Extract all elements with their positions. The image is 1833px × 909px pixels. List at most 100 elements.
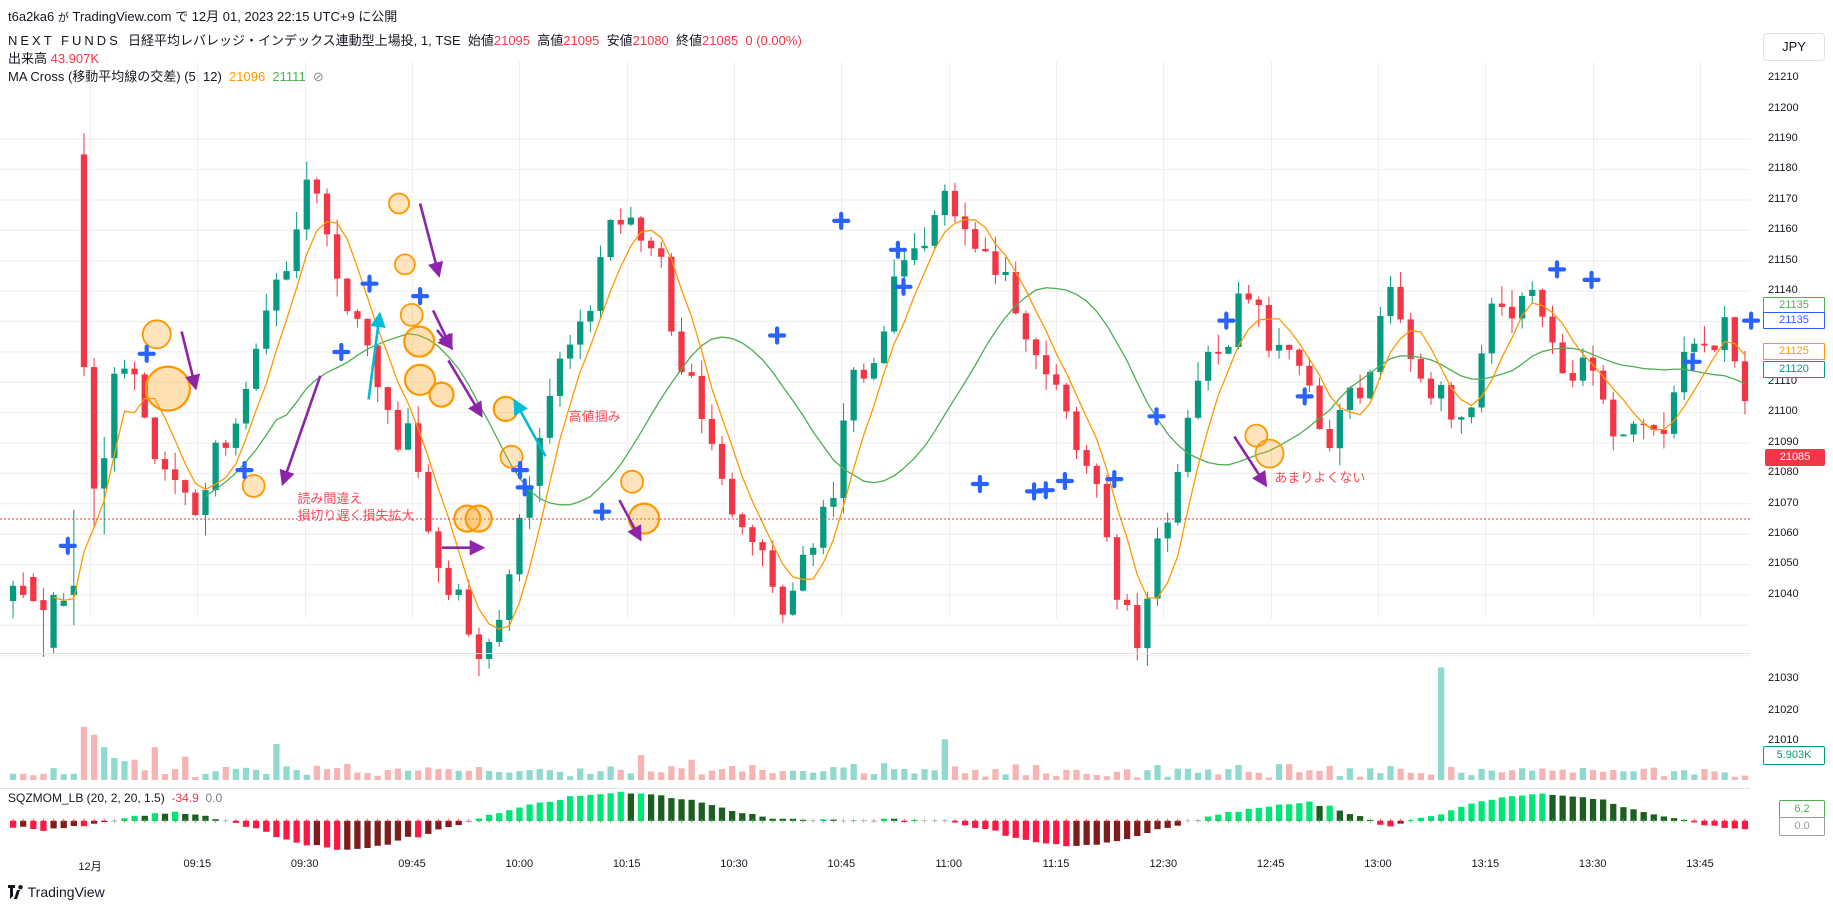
svg-text:+: + xyxy=(1661,816,1666,826)
svg-text:+: + xyxy=(1651,816,1656,826)
svg-text:+: + xyxy=(932,816,937,826)
svg-text:+: + xyxy=(1064,816,1069,826)
svg-text:+: + xyxy=(821,816,826,826)
svg-text:+: + xyxy=(648,816,653,826)
svg-text:+: + xyxy=(1469,816,1474,826)
svg-text:+: + xyxy=(1135,816,1140,826)
svg-text:+: + xyxy=(142,816,147,826)
svg-text:+: + xyxy=(223,816,228,826)
svg-text:+: + xyxy=(1560,816,1565,826)
svg-text:+: + xyxy=(1033,816,1038,826)
svg-text:+: + xyxy=(355,816,360,826)
svg-text:+: + xyxy=(1206,816,1211,826)
svg-text:+: + xyxy=(51,816,56,826)
svg-text:+: + xyxy=(1580,816,1585,826)
svg-text:+: + xyxy=(264,816,269,826)
svg-text:+: + xyxy=(1742,816,1747,826)
svg-text:+: + xyxy=(962,816,967,826)
svg-text:+: + xyxy=(1368,816,1373,826)
svg-text:+: + xyxy=(993,816,998,826)
svg-text:+: + xyxy=(1266,816,1271,826)
svg-text:+: + xyxy=(1732,816,1737,826)
svg-text:+: + xyxy=(1337,816,1342,826)
svg-text:+: + xyxy=(679,816,684,826)
svg-text:+: + xyxy=(517,816,522,826)
svg-text:+: + xyxy=(1459,816,1464,826)
svg-text:+: + xyxy=(557,816,562,826)
svg-text:+: + xyxy=(172,816,177,826)
svg-text:+: + xyxy=(750,816,755,826)
svg-text:+: + xyxy=(112,816,117,826)
svg-text:+: + xyxy=(385,816,390,826)
svg-text:+: + xyxy=(203,816,208,826)
svg-text:+: + xyxy=(1418,816,1423,826)
svg-text:+: + xyxy=(426,816,431,826)
svg-text:+: + xyxy=(578,816,583,826)
svg-text:+: + xyxy=(294,816,299,826)
svg-text:+: + xyxy=(1216,816,1221,826)
svg-text:+: + xyxy=(314,816,319,826)
svg-text:+: + xyxy=(1550,816,1555,826)
svg-text:+: + xyxy=(1621,816,1626,826)
svg-text:+: + xyxy=(1276,816,1281,826)
svg-text:+: + xyxy=(811,816,816,826)
svg-text:+: + xyxy=(1114,816,1119,826)
svg-text:+: + xyxy=(1540,816,1545,826)
svg-text:+: + xyxy=(1519,816,1524,826)
svg-text:+: + xyxy=(1671,816,1676,826)
svg-text:+: + xyxy=(1712,816,1717,826)
svg-text:+: + xyxy=(486,816,491,826)
svg-text:+: + xyxy=(588,816,593,826)
svg-text:+: + xyxy=(304,816,309,826)
svg-text:+: + xyxy=(1226,816,1231,826)
svg-text:+: + xyxy=(659,816,664,826)
svg-text:+: + xyxy=(1094,816,1099,826)
svg-text:+: + xyxy=(912,816,917,826)
svg-text:+: + xyxy=(1408,816,1413,826)
svg-text:+: + xyxy=(1388,816,1393,826)
svg-text:+: + xyxy=(1236,816,1241,826)
svg-text:+: + xyxy=(284,816,289,826)
svg-text:+: + xyxy=(537,816,542,826)
svg-text:+: + xyxy=(345,816,350,826)
svg-text:+: + xyxy=(122,816,127,826)
svg-text:+: + xyxy=(699,816,704,826)
svg-text:+: + xyxy=(1499,816,1504,826)
svg-text:+: + xyxy=(719,816,724,826)
svg-text:+: + xyxy=(861,816,866,826)
svg-text:+: + xyxy=(162,816,167,826)
svg-text:+: + xyxy=(416,816,421,826)
svg-text:+: + xyxy=(1702,816,1707,826)
svg-text:+: + xyxy=(881,816,886,826)
svg-text:+: + xyxy=(790,816,795,826)
svg-text:+: + xyxy=(1124,816,1129,826)
svg-text:+: + xyxy=(1054,816,1059,826)
svg-text:+: + xyxy=(1307,816,1312,826)
svg-text:+: + xyxy=(831,816,836,826)
svg-text:+: + xyxy=(1641,816,1646,826)
svg-text:+: + xyxy=(1074,816,1079,826)
svg-text:+: + xyxy=(1601,816,1606,826)
svg-text:+: + xyxy=(183,816,188,826)
svg-text:+: + xyxy=(1347,816,1352,826)
svg-text:+: + xyxy=(1195,816,1200,826)
svg-text:+: + xyxy=(243,816,248,826)
svg-text:+: + xyxy=(1256,816,1261,826)
svg-text:+: + xyxy=(628,816,633,826)
svg-text:+: + xyxy=(871,816,876,826)
svg-text:+: + xyxy=(1479,816,1484,826)
svg-text:+: + xyxy=(770,816,775,826)
svg-text:+: + xyxy=(324,816,329,826)
svg-text:+: + xyxy=(922,816,927,826)
svg-text:+: + xyxy=(730,816,735,826)
svg-text:+: + xyxy=(1246,816,1251,826)
svg-text:+: + xyxy=(892,816,897,826)
svg-text:+: + xyxy=(1489,816,1494,826)
svg-text:+: + xyxy=(10,816,15,826)
svg-text:+: + xyxy=(71,816,76,826)
svg-text:+: + xyxy=(689,816,694,826)
svg-text:+: + xyxy=(1145,816,1150,826)
svg-text:+: + xyxy=(132,816,137,826)
svg-text:+: + xyxy=(547,816,552,826)
svg-text:+: + xyxy=(1003,816,1008,826)
